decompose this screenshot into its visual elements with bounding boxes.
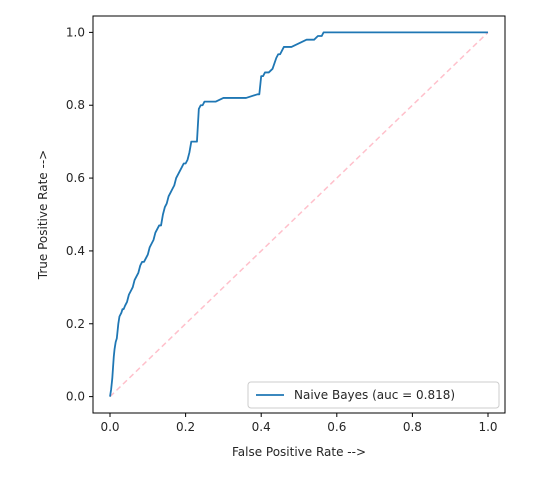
y-tick-label: 0.4	[66, 244, 85, 258]
ticks-layer: 0.0 0.2 0.4 0.6 0.8 1.0 0.0 0.2 0.4 0.6 0.8 1.0	[66, 25, 498, 434]
x-axis-label: False Positive Rate -->	[232, 445, 366, 459]
legend: Naive Bayes (auc = 0.818)	[247, 381, 500, 409]
plot-layer	[109, 31, 489, 398]
chance-diagonal-line	[109, 31, 489, 398]
legend-label: Naive Bayes (auc = 0.818)	[294, 388, 455, 402]
legend-box	[247, 381, 500, 409]
roc-curve-line	[109, 31, 488, 397]
y-tick-label: 0.2	[66, 317, 85, 331]
y-tick-label: 1.0	[66, 25, 85, 39]
x-tick-label: 1.0	[478, 420, 497, 434]
y-axis-label: True Positive Rate -->	[36, 150, 50, 280]
x-tick-label: 0.2	[176, 420, 195, 434]
y-tick-label: 0.6	[66, 171, 85, 185]
x-tick-label: 0.8	[403, 420, 422, 434]
plot-frame	[92, 15, 506, 414]
y-tick-label: 0.8	[66, 98, 85, 112]
x-tick-label: 0.6	[327, 420, 346, 434]
x-tick-label: 0.0	[100, 420, 119, 434]
y-tick-label: 0.0	[66, 390, 85, 404]
x-tick-label: 0.4	[252, 420, 271, 434]
